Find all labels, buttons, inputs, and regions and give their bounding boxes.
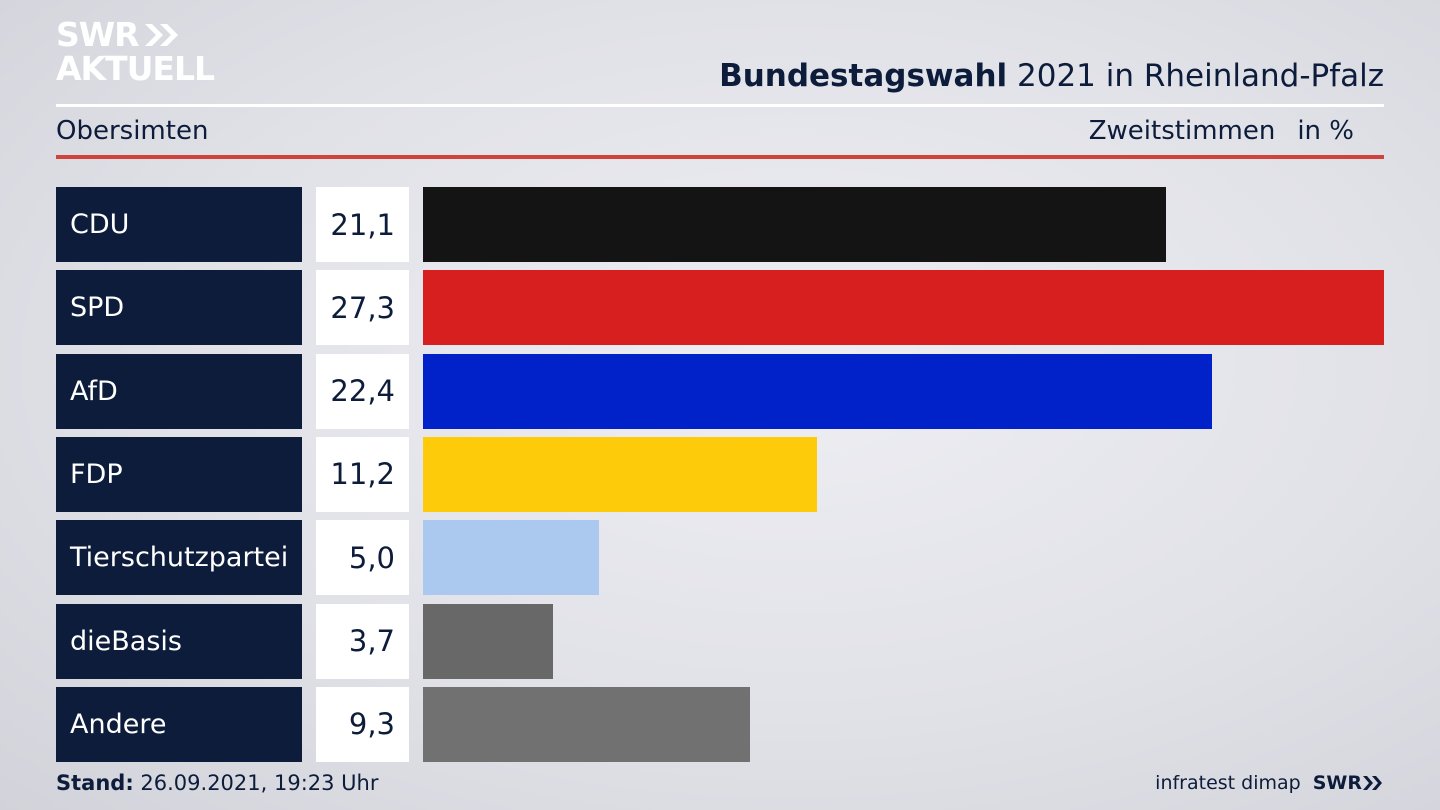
value-label: 5,0	[316, 520, 409, 596]
value-label: 11,2	[316, 436, 409, 512]
bar	[423, 520, 599, 596]
page-title: Bundestagswahl 2021 in Rheinland-Pfalz	[719, 58, 1384, 94]
title-rest: 2021 in Rheinland-Pfalz	[1007, 58, 1384, 94]
double-chevron-right-icon	[1363, 776, 1382, 790]
footer-logo-text: SWR	[1312, 772, 1362, 794]
stand-value: 26.09.2021, 19:23 Uhr	[133, 771, 379, 795]
region-subtitle: Obersimten	[56, 116, 209, 146]
value-label: 21,1	[316, 187, 409, 262]
value-label: 3,7	[316, 603, 409, 679]
unit-label: in %	[1297, 116, 1354, 146]
chart-row: Andere 9,3	[56, 686, 1384, 762]
bar-chart: CDU 21,1 SPD 27,3 AfD 22,4 FDP 11,2 Tierschutzpa…	[56, 187, 1384, 762]
logo-line2: AKTUELL	[56, 49, 215, 88]
bar	[423, 270, 1384, 346]
chart-row: SPD 27,3	[56, 270, 1384, 346]
party-label: SPD	[56, 270, 302, 346]
bar	[423, 187, 1166, 262]
header-divider	[56, 104, 1384, 107]
chart-row: AfD 22,4	[56, 353, 1384, 429]
bar	[423, 436, 818, 512]
bar	[423, 353, 1212, 429]
title-bold: Bundestagswahl	[719, 58, 1008, 94]
source-credit: infratest dimap SWR	[1155, 772, 1384, 794]
bar	[423, 603, 554, 679]
swr-aktuell-logo: SWR AKTUELL	[56, 15, 215, 88]
party-label: CDU	[56, 187, 302, 262]
party-label: Tierschutzpartei	[56, 520, 302, 596]
double-chevron-right-icon	[144, 24, 178, 46]
value-label: 22,4	[316, 353, 409, 429]
timestamp: Stand: 26.09.2021, 19:23 Uhr	[56, 771, 379, 795]
value-label: 27,3	[316, 270, 409, 346]
stand-label: Stand:	[56, 771, 134, 795]
chart-row: Tierschutzpartei 5,0	[56, 520, 1384, 596]
party-label: Andere	[56, 686, 302, 762]
footer-logo: SWR	[1313, 772, 1384, 794]
party-label: dieBasis	[56, 603, 302, 679]
logo-line1: SWR	[56, 15, 140, 54]
chart-row: FDP 11,2	[56, 436, 1384, 512]
metric-label: Zweitstimmen	[1088, 116, 1276, 146]
value-label: 9,3	[316, 686, 409, 762]
party-label: FDP	[56, 436, 302, 512]
chart-row: dieBasis 3,7	[56, 603, 1384, 679]
source-label: infratest dimap	[1155, 772, 1301, 794]
metric-header: Zweitstimmen in %	[1089, 116, 1354, 146]
chart-row: CDU 21,1	[56, 187, 1384, 262]
party-label: AfD	[56, 353, 302, 429]
accent-divider	[56, 155, 1384, 159]
bar	[423, 686, 751, 762]
